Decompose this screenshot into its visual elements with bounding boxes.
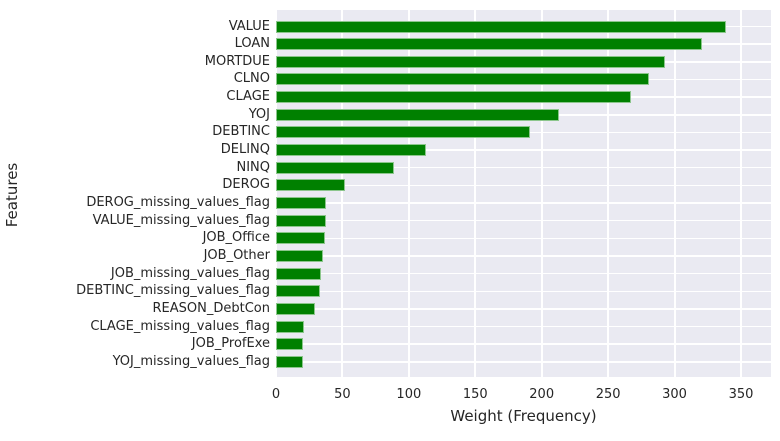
y-tick-label-VALUE: VALUE	[228, 18, 270, 34]
x-tick-label-300: 300	[662, 387, 687, 402]
bar-DEROG	[276, 179, 346, 192]
bar-VALUE	[276, 20, 727, 33]
plot-area	[275, 10, 771, 377]
y-tick-label-JOB_Other: JOB_Other	[203, 247, 270, 263]
bar-DEBTINC	[276, 126, 530, 139]
bar-CLAGE_missing_values_flag	[276, 320, 304, 333]
x-axis-label: Weight (Frequency)	[450, 407, 597, 425]
y-tick-label-DELINQ: DELINQ	[220, 142, 270, 158]
bar-DELINQ	[276, 144, 427, 157]
bar-JOB_missing_values_flag	[276, 267, 322, 280]
x-gridline-250	[607, 10, 610, 377]
y-gridline	[276, 272, 771, 275]
y-gridline	[276, 290, 771, 292]
x-gridline-350	[740, 10, 742, 377]
x-tick-label-0: 0	[271, 387, 281, 402]
y-tick-label-VALUE_missing_values_flag: VALUE_missing_values_flag	[92, 212, 270, 228]
x-gridline-150	[474, 10, 477, 377]
y-tick-label-NINQ: NINQ	[236, 159, 270, 175]
y-tick-label-YOJ: YOJ	[248, 106, 270, 122]
x-tick-label-250: 250	[595, 387, 621, 402]
y-tick-label-JOB_ProfExe: JOB_ProfExe	[191, 336, 270, 352]
bar-CLAGE	[276, 91, 631, 104]
bar-MORTDUE	[276, 55, 666, 68]
y-gridline	[276, 219, 771, 222]
y-gridline	[276, 308, 771, 310]
x-tick-label-200: 200	[529, 387, 555, 402]
y-tick-label-CLAGE: CLAGE	[226, 89, 270, 105]
y-tick-label-JOB_Office: JOB_Office	[202, 230, 270, 246]
bar-LOAN	[276, 38, 703, 51]
y-gridline	[276, 361, 771, 363]
bar-JOB_Other	[276, 249, 323, 262]
bar-JOB_ProfExe	[276, 338, 303, 351]
bar-YOJ	[276, 108, 559, 121]
y-gridline	[276, 149, 771, 151]
bar-YOJ_missing_values_flag	[276, 355, 303, 368]
x-tick-label-50: 50	[334, 387, 351, 402]
y-tick-label-DEBTINC: DEBTINC	[212, 124, 270, 140]
bar-JOB_Office	[276, 232, 326, 245]
x-gridline-50	[341, 10, 344, 377]
y-gridline	[276, 343, 771, 345]
y-gridline	[276, 184, 771, 187]
y-tick-label-CLNO: CLNO	[233, 71, 270, 87]
bar-NINQ	[276, 161, 395, 174]
x-tick-label-350: 350	[728, 387, 754, 402]
x-gridline-200	[540, 10, 543, 377]
bar-REASON_DebtCon	[276, 302, 315, 315]
y-gridline	[276, 255, 771, 257]
y-tick-label-JOB_missing_values_flag: JOB_missing_values_flag	[110, 265, 270, 281]
bar-CLNO	[276, 73, 650, 86]
y-gridline	[276, 325, 771, 328]
bar-DEROG_missing_values_flag	[276, 197, 327, 209]
y-tick-label-DEROG: DEROG	[222, 177, 270, 193]
y-tick-label-DEROG_missing_values_flag: DEROG_missing_values_flag	[86, 195, 270, 210]
y-tick-label-MORTDUE: MORTDUE	[204, 53, 270, 69]
x-gridline-300	[673, 10, 676, 377]
y-gridline	[276, 166, 771, 169]
y-gridline	[276, 237, 771, 240]
y-tick-label-CLAGE_missing_values_flag: CLAGE_missing_values_flag	[90, 318, 270, 334]
bar-VALUE_missing_values_flag	[276, 214, 327, 227]
x-gridline-0	[275, 10, 277, 377]
y-tick-label-YOJ_missing_values_flag: YOJ_missing_values_flag	[112, 353, 270, 369]
x-gridline-100	[407, 10, 410, 377]
y-gridline	[276, 202, 771, 204]
bar-DEBTINC_missing_values_flag	[276, 285, 320, 298]
x-tick-label-100: 100	[396, 387, 422, 402]
y-tick-label-REASON_DebtCon: REASON_DebtCon	[152, 300, 270, 316]
y-tick-label-DEBTINC_missing_values_flag: DEBTINC_missing_values_flag	[76, 283, 270, 299]
y-tick-label-LOAN: LOAN	[234, 36, 270, 52]
x-tick-label-150: 150	[462, 387, 488, 402]
